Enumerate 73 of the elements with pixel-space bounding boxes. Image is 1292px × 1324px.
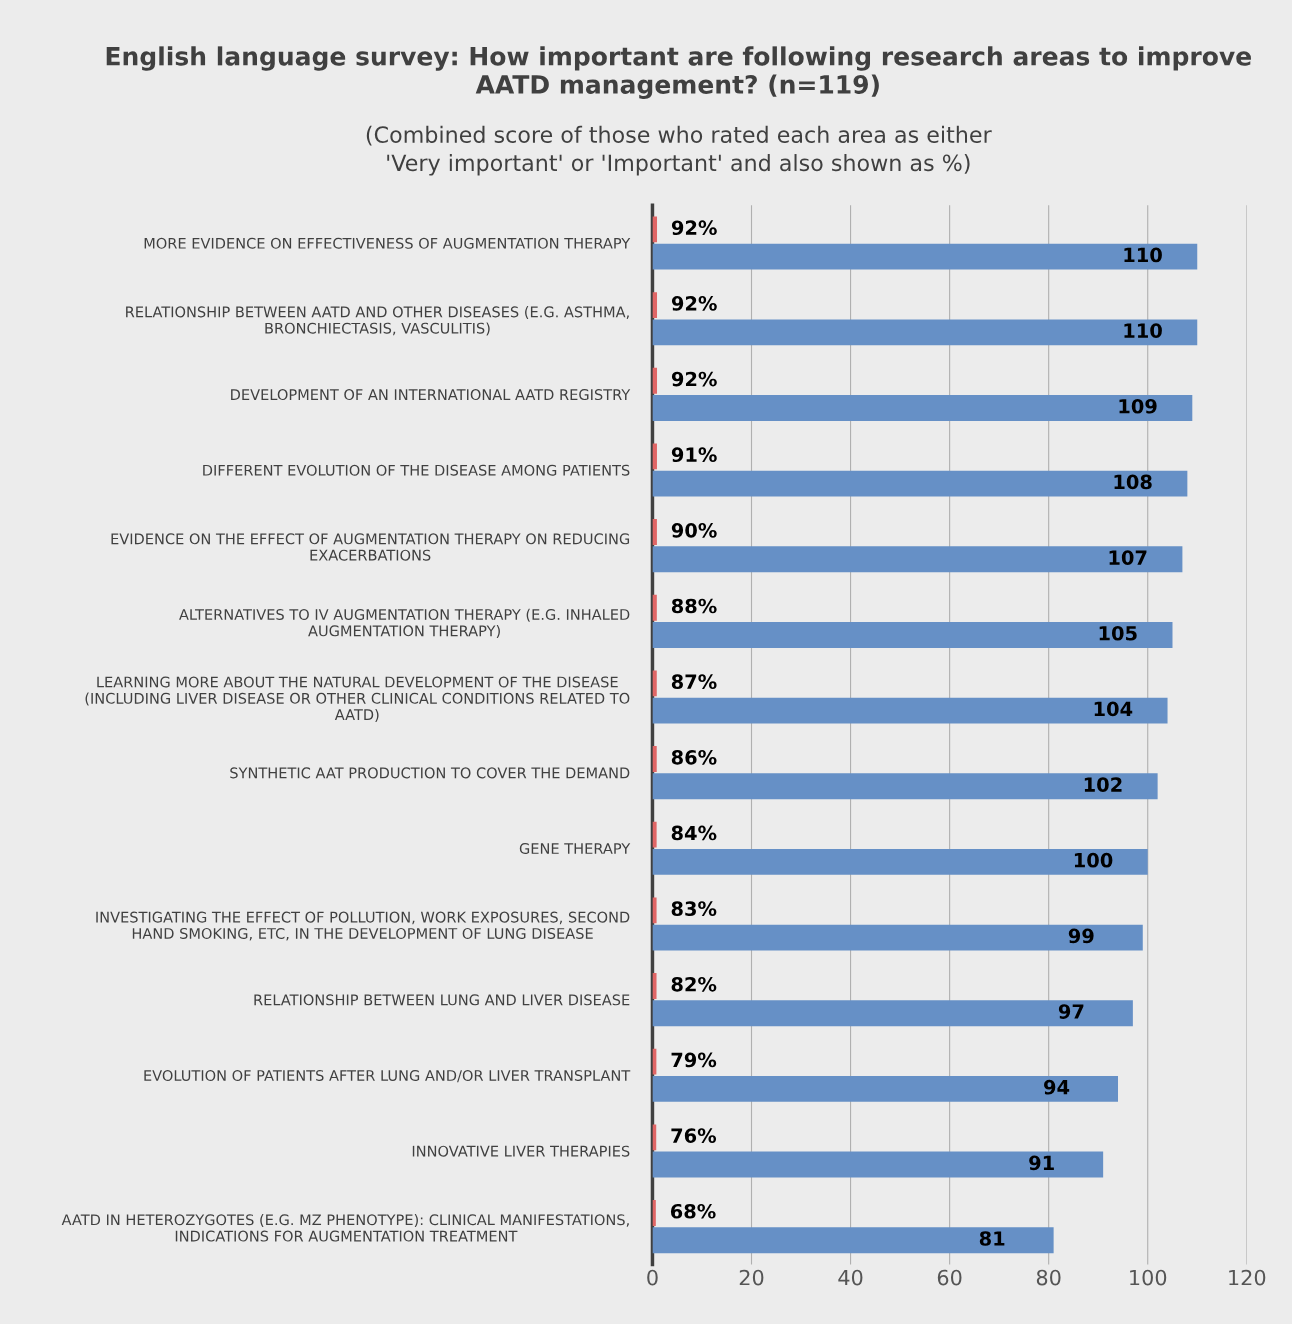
bar xyxy=(652,470,1188,497)
bar xyxy=(652,1000,1133,1027)
data-label: 79% xyxy=(671,1052,717,1068)
data-label: 92% xyxy=(671,296,717,311)
bar xyxy=(652,821,657,848)
data-label: 105 xyxy=(1099,625,1137,641)
data-label: 88% xyxy=(671,598,717,614)
bar xyxy=(652,319,1198,346)
bar xyxy=(652,746,657,772)
chart-subtitle: (Combined score of those who rated each area as either 'Very important' or 'Important' and also shown as %) xyxy=(366,125,992,176)
data-label: 97 xyxy=(1058,1004,1084,1019)
bar xyxy=(652,773,1158,800)
data-label: 86% xyxy=(671,749,717,765)
y-tick-label: EVOLUTION OF PATIENTS AFTER LUNG AND/OR LIVER TRANSPLANT xyxy=(144,1069,631,1083)
data-label: 108 xyxy=(1114,474,1152,490)
data-label: 99 xyxy=(1068,928,1094,944)
y-tick-label: INVESTIGATING THE EFFECT OF POLLUTION, WORK EXPOSURES, SECOND HAND SMOKING, ETC, IN THE DEVELOPMENT OF LUNG DISEASE xyxy=(96,911,630,941)
y-tick-label: SYNTHETIC AAT PRODUCTION TO COVER THE DEMAND xyxy=(230,767,630,779)
data-label: 68% xyxy=(670,1203,716,1219)
y-tick-label: MORE EVIDENCE ON EFFECTIVENESS OF AUGMENTATION THERAPY xyxy=(144,237,631,249)
bar xyxy=(652,697,1168,724)
data-label: 91 xyxy=(1029,1155,1054,1171)
data-label: 110 xyxy=(1124,247,1162,263)
bar xyxy=(652,395,1193,421)
x-tick-label: 100 xyxy=(1130,1269,1167,1286)
data-label: 104 xyxy=(1094,701,1133,717)
data-label: 87% xyxy=(671,674,717,690)
y-tick-label: DIFFERENT EVOLUTION OF THE DISEASE AMONG PATIENTS xyxy=(203,464,630,476)
data-label: 107 xyxy=(1109,550,1147,565)
bar xyxy=(652,1227,1054,1254)
y-tick-label: GENE THERAPY xyxy=(519,843,631,855)
x-tick-label: 0 xyxy=(647,1269,658,1286)
bar xyxy=(652,897,657,924)
y-tick-label: LEARNING MORE ABOUT THE NATURAL DEVELOPMENT OF THE DISEASE (INCLUDING LIVER DISEASE OR OTHER CLINICAL CONDITIONS RELATED TO AATD) xyxy=(85,676,630,722)
data-label: 83% xyxy=(671,901,717,916)
data-label: 94 xyxy=(1044,1079,1070,1095)
bar xyxy=(652,670,657,697)
bar xyxy=(652,594,657,621)
data-label: 81 xyxy=(979,1231,1005,1246)
data-label: 91% xyxy=(671,447,717,463)
data-label: 102 xyxy=(1084,777,1122,792)
y-tick-label: INNOVATIVE LIVER THERAPIES xyxy=(412,1145,630,1157)
x-tick-label: 40 xyxy=(838,1269,863,1286)
bar xyxy=(652,1075,1119,1102)
bar xyxy=(652,1200,656,1226)
data-label: 100 xyxy=(1074,852,1113,868)
y-tick-label: ALTERNATIVES TO IV AUGMENTATION THERAPY (E.G. INHALED AUGMENTATION THERAPY) xyxy=(179,608,630,639)
bar xyxy=(652,622,1173,648)
data-label: 76% xyxy=(671,1128,717,1143)
chart-title: English language survey: How important are following research areas to improve AATD management? (n=119) xyxy=(106,46,1251,99)
x-tick-label: 80 xyxy=(1036,1269,1061,1286)
data-label: 110 xyxy=(1124,323,1162,338)
bar xyxy=(652,519,657,545)
y-tick-label: RELATIONSHIP BETWEEN AATD AND OTHER DISEASES (E.G. ASTHMA, BRONCHIECTASIS, VASCULITIS) xyxy=(126,306,629,336)
data-label: 109 xyxy=(1119,398,1157,414)
bar xyxy=(652,1151,1104,1178)
y-tick-label: EVIDENCE ON THE EFFECT OF AUGMENTATION THERAPY ON REDUCING EXACERBATIONS xyxy=(111,533,630,561)
y-tick-label: DEVELOPMENT OF AN INTERNATIONAL AATD REGISTRY xyxy=(231,389,631,401)
y-tick-label: AATD IN HETEROZYGOTES (E.G. MZ PHENOTYPE): CLINICAL MANIFESTATIONS, INDICATIONS FOR AUGMENTATION TREATMENT xyxy=(61,1214,629,1242)
data-label: 90% xyxy=(671,522,717,538)
data-label: 92% xyxy=(671,220,717,236)
bar xyxy=(652,848,1148,875)
data-label: 84% xyxy=(671,825,717,841)
x-tick-label: 20 xyxy=(739,1269,764,1286)
bar xyxy=(652,546,1183,573)
data-label: 82% xyxy=(671,976,717,992)
bar xyxy=(652,243,1198,270)
bar xyxy=(652,924,1143,951)
x-tick-label: 120 xyxy=(1229,1269,1266,1286)
bar xyxy=(652,973,657,999)
data-label: 92% xyxy=(671,371,717,387)
x-tick-label: 60 xyxy=(937,1269,962,1286)
y-tick-label: RELATIONSHIP BETWEEN LUNG AND LIVER DISEASE xyxy=(254,994,630,1006)
